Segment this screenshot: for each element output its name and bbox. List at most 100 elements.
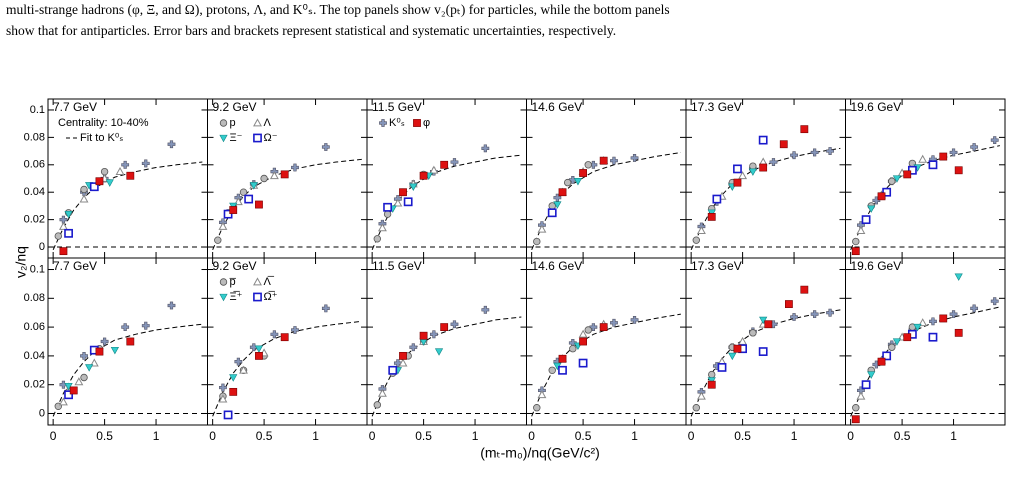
marker-square <box>903 333 912 342</box>
marker-square-open <box>64 390 73 400</box>
marker-plus <box>630 316 639 324</box>
marker-triangle-down <box>434 348 444 356</box>
marker-plus <box>121 160 130 169</box>
panel-title: 9.2 GeV <box>213 100 257 114</box>
marker-plus <box>270 330 279 339</box>
y-tick-label: 0.06 <box>24 159 45 171</box>
marker-circle <box>584 161 592 169</box>
marker-circle <box>239 188 248 196</box>
marker-square-open <box>733 164 742 174</box>
y-tick-label: 0 <box>39 241 45 253</box>
marker-circle <box>692 236 700 244</box>
marker-square <box>733 344 742 353</box>
x-tick-label: 0.5 <box>575 429 592 443</box>
marker-square <box>599 156 608 165</box>
marker-triangle <box>115 167 125 176</box>
x-tick-label: 1 <box>791 429 798 443</box>
marker-plus <box>121 323 130 332</box>
marker-plus <box>970 143 979 151</box>
legend-marker <box>219 293 228 302</box>
marker-square-open <box>882 187 892 197</box>
marker-circle <box>548 366 556 374</box>
marker-square-open <box>907 165 917 175</box>
marker-plus <box>990 136 999 145</box>
y-axis-label: v₂/nq <box>13 246 29 278</box>
marker-circle <box>708 370 716 379</box>
legend-marker <box>413 119 421 127</box>
marker-plus <box>857 386 865 395</box>
marker-square <box>255 351 263 360</box>
marker-square-open <box>223 209 233 219</box>
marker-circle <box>692 404 700 412</box>
panel-frame <box>526 98 687 259</box>
x-tick-label: 0 <box>528 429 535 443</box>
marker-plus <box>100 337 109 346</box>
marker-square-open <box>388 365 398 375</box>
marker-circle <box>563 178 572 187</box>
legend-label: Λ <box>264 117 272 129</box>
fit-curve <box>690 309 841 417</box>
panel-title: 9.2 GeV <box>213 259 257 273</box>
panel-title: 19.6 GeV <box>851 259 902 273</box>
marker-square <box>877 357 886 366</box>
y-tick-label: 0.02 <box>24 379 45 391</box>
marker-circle <box>260 174 268 183</box>
x-tick-label: 0.5 <box>894 429 911 443</box>
x-tick-label: 1 <box>312 429 319 443</box>
marker-triangle <box>429 165 439 174</box>
marker-square <box>59 247 68 256</box>
marker-triangle-down <box>254 345 264 353</box>
marker-square-open <box>882 351 892 361</box>
legend-marker <box>219 119 228 127</box>
marker-triangle <box>377 223 387 232</box>
marker-circle <box>852 404 860 412</box>
marker-square <box>558 188 567 197</box>
marker-square <box>954 328 963 337</box>
marker-square <box>764 320 773 329</box>
panel: 11.5 GeV K⁰ₛ φ <box>366 98 527 259</box>
panel: 9.2 GeV p Λ Ξ⁻ Ω⁻ <box>207 98 368 259</box>
panel-frame <box>366 257 527 426</box>
legend-label: Fit to K⁰ₛ <box>80 132 123 144</box>
marker-plus <box>321 304 330 313</box>
panel-title: 7.7 GeV <box>53 259 97 273</box>
marker-triangle-down <box>728 352 737 361</box>
marker-triangle <box>393 198 403 207</box>
legend-marker <box>219 278 228 286</box>
marker-square <box>785 300 793 308</box>
legend-label: Ξ̅⁺ <box>230 291 243 303</box>
x-tick-label: 0 <box>688 429 695 443</box>
marker-triangle <box>537 390 547 399</box>
marker-plus <box>610 318 618 327</box>
marker-plus <box>167 301 176 310</box>
marker-triangle-down <box>748 168 757 176</box>
marker-square <box>440 323 449 332</box>
marker-plus <box>80 351 88 360</box>
marker-plus <box>234 357 243 366</box>
annotation: Centrality: 10-40% <box>58 117 149 129</box>
marker-square-open <box>547 208 557 218</box>
legend-label: p <box>230 117 236 129</box>
marker-plus <box>857 221 865 230</box>
legend-marker <box>253 277 262 286</box>
legend-marker <box>253 292 262 302</box>
marker-plus <box>589 160 598 169</box>
marker-plus <box>872 196 881 205</box>
marker-square <box>95 177 104 186</box>
marker-triangle-down <box>64 210 73 219</box>
fit-curve <box>212 320 362 417</box>
panel: 14.6 GeV <box>526 98 687 259</box>
marker-square-open <box>928 332 938 342</box>
panel-frame <box>845 98 1006 259</box>
marker-circle <box>584 326 592 334</box>
marker-triangle <box>79 194 89 203</box>
marker-square <box>851 247 860 256</box>
marker-square <box>877 192 886 201</box>
marker-triangle <box>856 225 866 234</box>
marker-square <box>939 314 948 323</box>
marker-triangle <box>239 365 248 374</box>
marker-plus <box>589 323 598 332</box>
marker-circle <box>888 177 896 185</box>
x-tick-label: 1 <box>472 429 479 443</box>
